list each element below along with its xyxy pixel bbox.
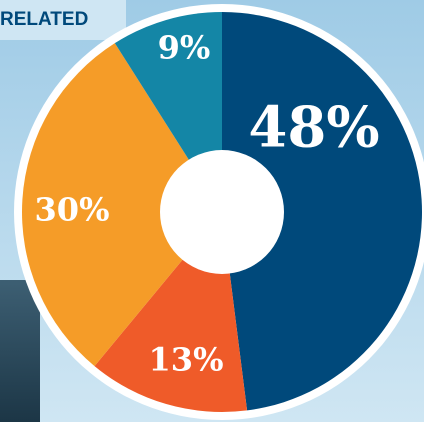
value-label: 13% bbox=[149, 341, 224, 379]
slice bbox=[222, 12, 423, 411]
donut-chart: 48% 13% 30% 9% bbox=[14, 4, 424, 420]
value-label: 9% bbox=[158, 29, 211, 67]
value-label: 48% bbox=[248, 95, 379, 161]
sea-photo bbox=[0, 280, 40, 422]
value-label: 30% bbox=[35, 191, 110, 229]
header-band bbox=[0, 0, 126, 40]
slice bbox=[21, 43, 222, 367]
donut-hole bbox=[160, 150, 284, 274]
header-text: RELATED bbox=[0, 9, 88, 30]
